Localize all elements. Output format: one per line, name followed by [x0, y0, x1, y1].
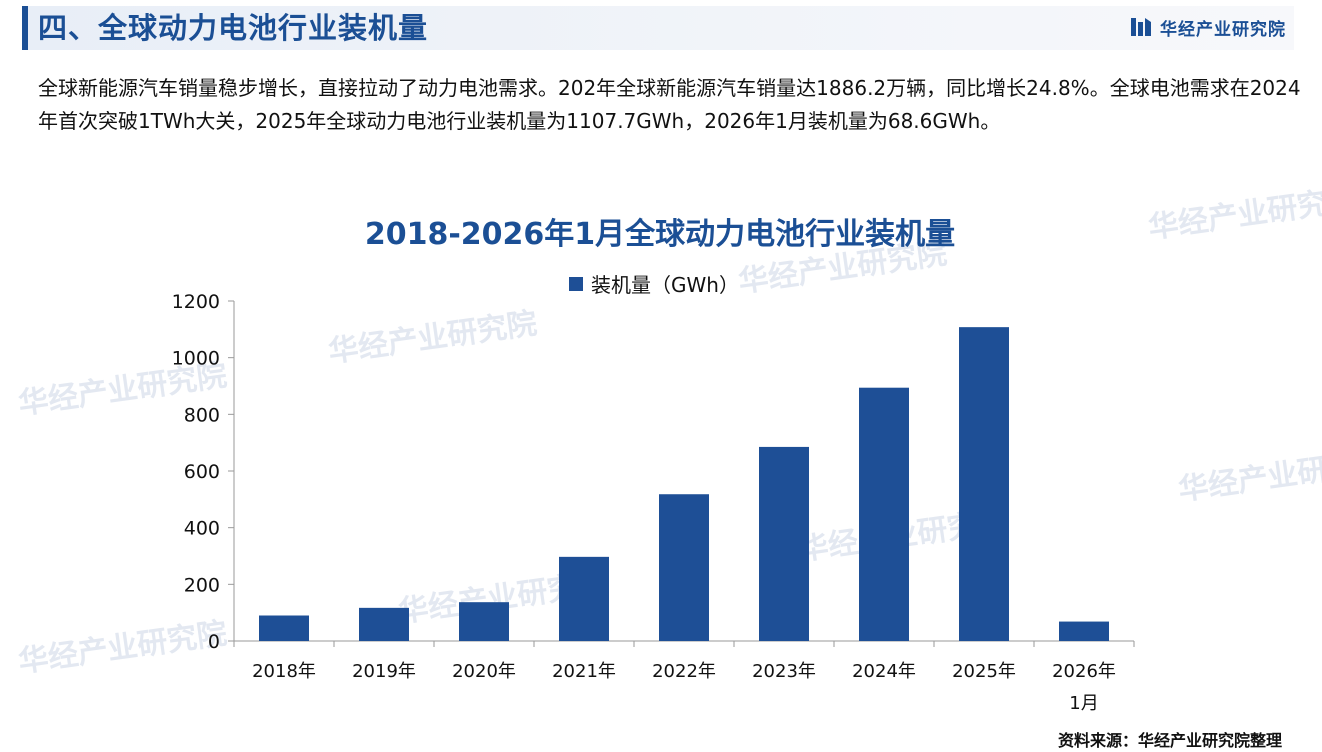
- x-tick-label: 2026年: [1052, 661, 1116, 682]
- header-band: [22, 6, 1294, 50]
- source-note: 资料来源：华经产业研究院整理: [1057, 731, 1282, 750]
- x-tick-label: 2020年: [452, 661, 516, 682]
- bar: [759, 446, 809, 641]
- x-axis: 2018年 2019年 2020年 2021年 2022年 2023年 2024年 2025年…: [233, 640, 1135, 714]
- x-tick-label: 1月: [1069, 693, 1098, 714]
- x-tick-label: 2019年: [352, 661, 416, 682]
- bar: [859, 387, 909, 641]
- watermark-text: 华经产业研究院: [1146, 182, 1322, 246]
- bar: [659, 494, 709, 641]
- watermark-text: 华经产业研究院: [16, 616, 229, 680]
- bar: [1059, 621, 1109, 641]
- bars: [259, 327, 1109, 641]
- bar: [359, 607, 409, 641]
- x-tick-label: 2021年: [552, 661, 616, 682]
- bar: [459, 602, 509, 641]
- y-axis: 0 200 400 600 800 1000 1200: [172, 291, 235, 653]
- y-tick-label: 800: [184, 404, 220, 426]
- y-tick-label: 400: [184, 518, 220, 540]
- watermark-text: 华经产业研究院: [326, 306, 539, 370]
- bar: [259, 615, 309, 641]
- x-tick-label: 2024年: [852, 661, 916, 682]
- x-tick-label: 2018年: [252, 661, 316, 682]
- brand-name: 华经产业研究院: [1160, 19, 1286, 40]
- x-tick-label: 2023年: [752, 661, 816, 682]
- y-tick-label: 200: [184, 574, 220, 596]
- y-tick-label: 1000: [172, 348, 220, 370]
- header-accent-bar: [22, 6, 28, 50]
- x-tick-label: 2025年: [952, 661, 1016, 682]
- legend-swatch: [569, 277, 583, 291]
- intro-paragraph: 全球新能源汽车销量稳步增长，直接拉动了动力电池需求。202年全球新能源汽车销量达…: [38, 76, 1301, 133]
- legend: 装机量（GWh）: [569, 273, 739, 297]
- y-tick-label: 1200: [172, 291, 220, 313]
- y-tick-label: 600: [184, 461, 220, 483]
- legend-label: 装机量（GWh）: [591, 273, 739, 297]
- bar: [559, 556, 609, 641]
- section-title: 四、全球动力电池行业装机量: [38, 11, 429, 45]
- chart-title: 2018-2026年1月全球动力电池行业装机量: [365, 217, 955, 252]
- x-tick-label: 2022年: [652, 661, 716, 682]
- y-tick-label: 0: [208, 631, 220, 653]
- watermark-text: 华经产业研究院: [1176, 444, 1322, 508]
- brand: 华经产业研究院: [1130, 12, 1286, 42]
- bar: [959, 327, 1009, 641]
- brand-logo-icon: [1131, 18, 1151, 36]
